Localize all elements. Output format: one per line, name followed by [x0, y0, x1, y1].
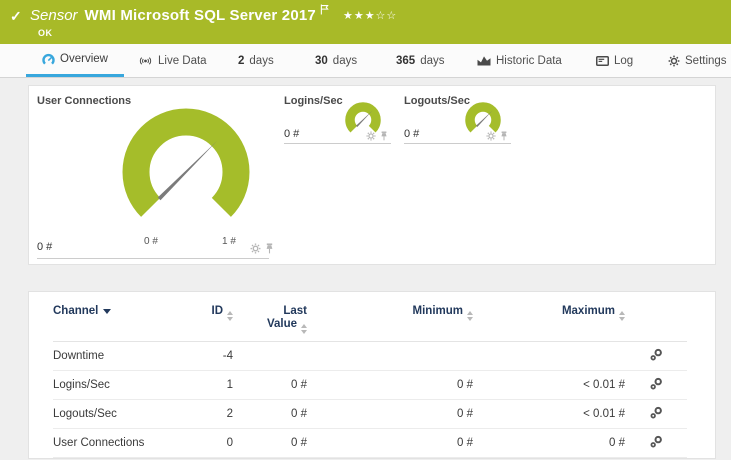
- tab-30-days[interactable]: 30 days: [315, 54, 358, 67]
- sort-icon: [227, 311, 233, 321]
- gauge-scale-max: 1 #: [222, 236, 236, 247]
- main-gauge-value: 0 #: [37, 241, 53, 253]
- sensor-status-text: OK: [38, 28, 53, 38]
- channel-settings-icon[interactable]: [650, 435, 663, 451]
- sort-icon: [301, 324, 307, 334]
- channel-name: User Connections: [53, 428, 203, 458]
- gear-icon[interactable]: [486, 131, 496, 141]
- table-row-logins-sec[interactable]: Logins/Sec 1 0 # 0 # < 0.01 #: [53, 370, 687, 400]
- channel-table-header: Channel ID Last Value Minimum Maximum: [53, 292, 687, 342]
- gauge-needle: [476, 110, 493, 127]
- header-channel[interactable]: Channel: [53, 292, 203, 342]
- channels-panel: Channel ID Last Value Minimum Maximum: [28, 291, 716, 459]
- channel-settings-icon[interactable]: [650, 377, 663, 393]
- sensor-kind-label: Sensor: [30, 7, 78, 24]
- header-maximum[interactable]: Maximum: [473, 292, 625, 342]
- area-chart-icon: [477, 56, 491, 66]
- channel-settings-icon[interactable]: [650, 348, 663, 364]
- channel-maximum: 0 #: [473, 428, 625, 458]
- tab-365-days[interactable]: 365 days: [396, 54, 445, 67]
- tab-overview[interactable]: Overview: [26, 44, 124, 77]
- sensor-status-bar: ✓ Sensor WMI Microsoft SQL Server 2017 ★…: [0, 0, 731, 44]
- channel-last-value: 0 #: [233, 370, 307, 400]
- tab-log-label: Log: [614, 54, 634, 67]
- priority-flag-icon[interactable]: [320, 2, 329, 20]
- pin-icon[interactable]: [380, 131, 388, 141]
- table-row-user-connections[interactable]: User Connections 0 0 # 0 # 0 #: [53, 428, 687, 458]
- gauge-needle: [356, 110, 373, 127]
- gauge-divider: [284, 143, 391, 144]
- mini-gauge-2-title: Logouts/Sec: [404, 95, 471, 107]
- pin-icon[interactable]: [500, 131, 508, 141]
- tab-historic-data[interactable]: Historic Data: [477, 44, 562, 77]
- log-list-icon: [596, 55, 609, 66]
- header-minimum[interactable]: Minimum: [307, 292, 473, 342]
- header-actions: [625, 292, 687, 342]
- main-gauge-title: User Connections: [37, 95, 132, 107]
- channel-minimum: [307, 341, 473, 371]
- gauge-needle: [157, 140, 218, 201]
- mini-gauge-1-actions: [366, 131, 388, 141]
- table-row-downtime[interactable]: Downtime -4: [53, 341, 687, 371]
- channel-id: 0: [203, 428, 233, 458]
- gauge-divider: [404, 143, 511, 144]
- sort-icon: [619, 311, 625, 321]
- gauge-scale-min: 0 #: [144, 236, 158, 247]
- tab-settings[interactable]: Settings: [668, 44, 727, 77]
- channel-last-value: 0 #: [233, 399, 307, 429]
- header-id[interactable]: ID: [203, 292, 233, 342]
- logins-gauge: [345, 102, 381, 133]
- mini-gauge-1-value: 0 #: [284, 128, 300, 140]
- sort-icon: [467, 311, 473, 321]
- channel-name: Downtime: [53, 341, 203, 371]
- channel-maximum: < 0.01 #: [473, 370, 625, 400]
- gear-icon: [668, 55, 680, 66]
- tab-historic-data-label: Historic Data: [496, 54, 562, 67]
- gear-icon[interactable]: [366, 131, 376, 141]
- user-connections-gauge: [122, 108, 250, 217]
- mini-gauge-1-title: Logins/Sec: [284, 95, 343, 107]
- main-gauge-actions: [250, 243, 274, 254]
- tab-2-days[interactable]: 2 days: [238, 54, 274, 67]
- gauges-panel: User Connections 0 # 1 # 0 # Logins/Sec …: [28, 85, 716, 265]
- tab-overview-label: Overview: [60, 53, 108, 65]
- channel-name: Logouts/Sec: [53, 399, 203, 429]
- channel-maximum: [473, 341, 625, 371]
- tab-log[interactable]: Log: [596, 44, 633, 77]
- sort-desc-icon: [103, 309, 112, 314]
- channel-last-value: [233, 341, 307, 371]
- sensor-title: WMI Microsoft SQL Server 2017: [84, 7, 316, 24]
- pin-icon[interactable]: [265, 243, 274, 254]
- tab-settings-label: Settings: [685, 54, 727, 67]
- gauge-icon: [42, 53, 55, 65]
- logouts-gauge: [465, 102, 501, 133]
- tab-bar: Overview Live Data 2 days 30 days 365: [0, 44, 731, 78]
- channel-settings-icon[interactable]: [650, 406, 663, 422]
- channel-id: 2: [203, 399, 233, 429]
- channel-minimum: 0 #: [307, 428, 473, 458]
- star-rating[interactable]: ★★★☆☆: [342, 10, 398, 22]
- channel-maximum: < 0.01 #: [473, 399, 625, 429]
- channel-id: -4: [203, 341, 233, 371]
- live-signal-icon: [139, 57, 152, 65]
- channel-last-value: 0 #: [233, 428, 307, 458]
- channel-id: 1: [203, 370, 233, 400]
- tab-live-data[interactable]: Live Data: [138, 44, 207, 77]
- gear-icon[interactable]: [250, 243, 261, 254]
- channel-minimum: 0 #: [307, 370, 473, 400]
- ok-check-icon: ✓: [10, 8, 22, 24]
- table-row-logouts-sec[interactable]: Logouts/Sec 2 0 # 0 # < 0.01 #: [53, 399, 687, 429]
- gauge-divider: [37, 258, 269, 259]
- channel-name: Logins/Sec: [53, 370, 203, 400]
- tab-live-data-label: Live Data: [158, 54, 207, 67]
- mini-gauge-2-value: 0 #: [404, 128, 420, 140]
- channel-table: Channel ID Last Value Minimum Maximum: [53, 292, 687, 458]
- header-last-value[interactable]: Last Value: [233, 292, 307, 342]
- channel-minimum: 0 #: [307, 399, 473, 429]
- mini-gauge-2-actions: [486, 131, 508, 141]
